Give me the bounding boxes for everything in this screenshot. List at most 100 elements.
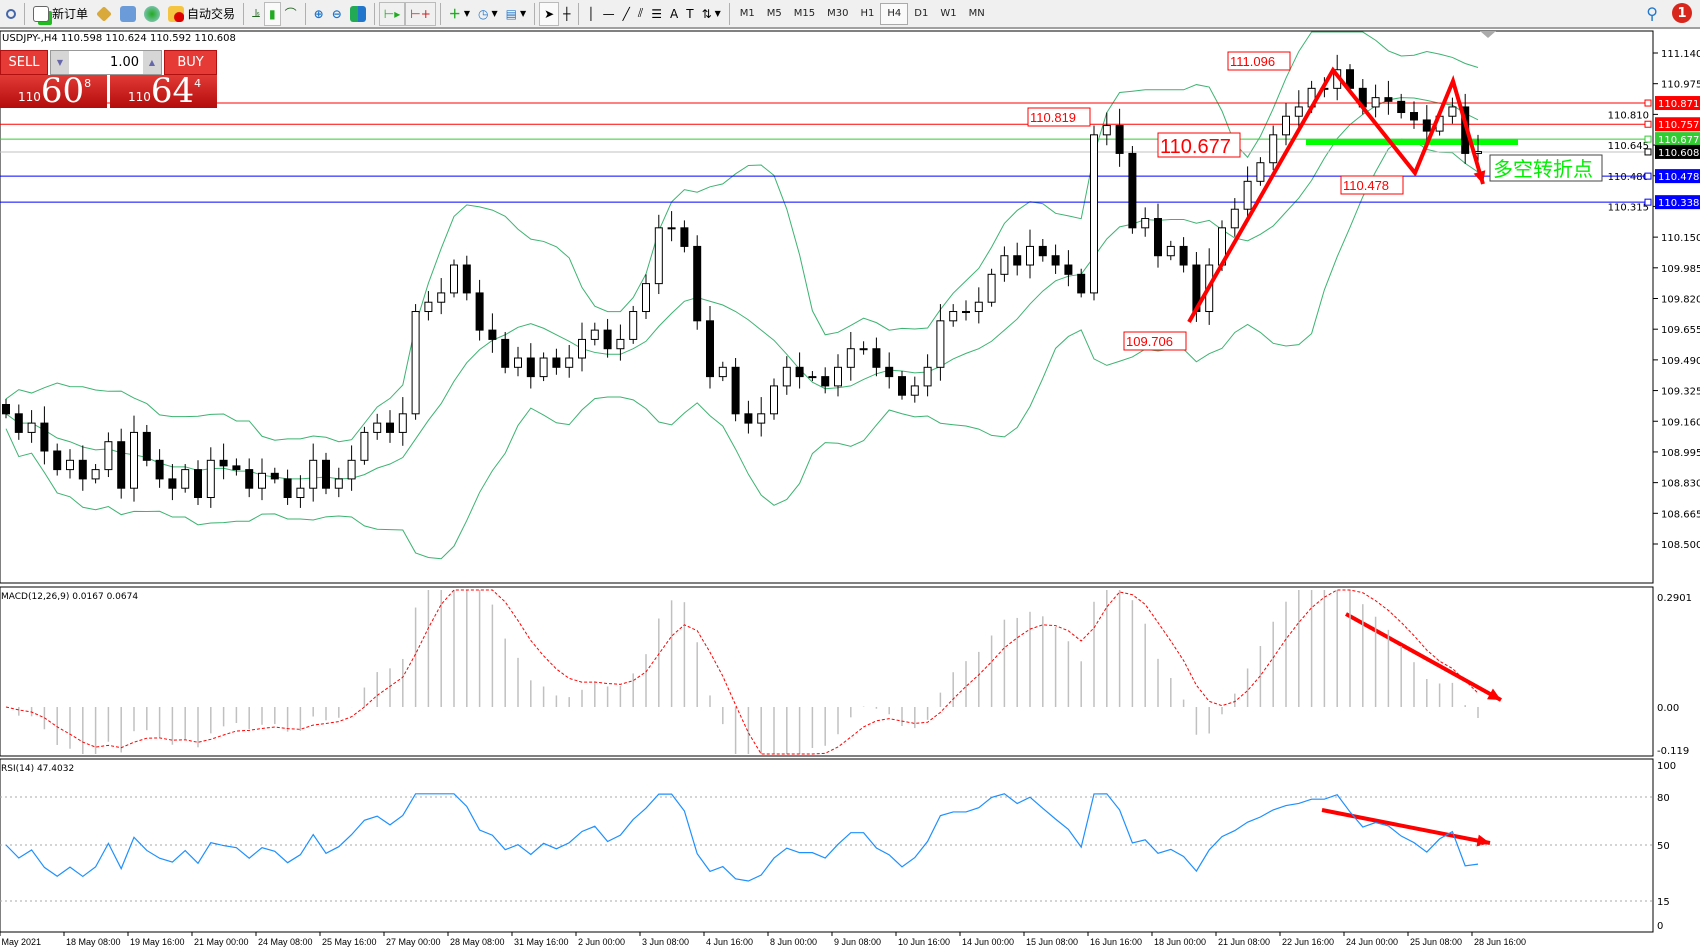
- symbol-info: USDJPY-,H4 110.598 110.624 110.592 110.6…: [2, 33, 236, 44]
- candle: [1179, 245, 1188, 266]
- tile-windows-button[interactable]: [346, 2, 370, 26]
- signals-button[interactable]: [140, 2, 164, 26]
- candle: [1294, 106, 1303, 117]
- candle: [40, 422, 49, 452]
- line-chart-button[interactable]: ⌒: [281, 2, 301, 26]
- time-label: 8 Jun 00:00: [770, 937, 817, 947]
- time-label: 28 May 08:00: [450, 937, 505, 947]
- crosshair-button[interactable]: ┼: [559, 2, 574, 26]
- indicators-button[interactable]: ＋ ▼: [445, 2, 474, 26]
- time-label: 18 May 08:00: [66, 937, 121, 947]
- timeframe-m5[interactable]: M5: [766, 8, 782, 19]
- candle: [194, 469, 202, 499]
- periods-button[interactable]: ◷ ▼: [474, 2, 502, 26]
- timeframe-mn[interactable]: MN: [968, 8, 985, 19]
- text-button[interactable]: A: [666, 2, 682, 26]
- sell-price-big: 60: [40, 71, 85, 111]
- chart-shift-marker: [1480, 31, 1496, 38]
- lot-input[interactable]: [69, 51, 143, 74]
- candle: [411, 311, 420, 415]
- lot-increase-button[interactable]: ▲: [143, 51, 161, 74]
- timeframe-bar: M1 M5 M15 M30 H1 H4 D1 W1 MN: [734, 2, 991, 25]
- candlestick-button[interactable]: ▮: [264, 1, 281, 26]
- book-icon: [120, 5, 137, 22]
- price-line-label-bg: [1655, 117, 1700, 132]
- macd-tick-label: -0.119: [1657, 746, 1689, 757]
- candle: [770, 385, 778, 415]
- horizontal-line-button[interactable]: —: [599, 2, 619, 26]
- divider: [534, 2, 536, 25]
- candle: [373, 422, 382, 433]
- price-line-label: 110.871: [1658, 99, 1699, 110]
- fibonacci-button[interactable]: ☰: [647, 2, 666, 26]
- bollinger-middle: [5, 97, 1479, 480]
- candle: [1154, 218, 1162, 257]
- candle: [270, 472, 279, 480]
- candle: [526, 357, 535, 378]
- navigator-button[interactable]: [116, 2, 140, 26]
- timeframe-m1[interactable]: M1: [739, 8, 755, 19]
- candle: [936, 320, 945, 368]
- text-label-button[interactable]: T: [682, 2, 697, 26]
- cursor-button[interactable]: ➤: [539, 1, 560, 26]
- price-tick-label: 108.830: [1661, 479, 1700, 490]
- toolbar: 新订单 自动交易 ⫡ ▮ ⌒ ⊕ ⊖ ⊢▸ ⊢+ ＋ ▼ ◷ ▼ ▤ ▼ ➤ ┼ │ …: [0, 0, 1700, 29]
- rsi-tick-label: 80: [1657, 793, 1670, 804]
- auto-trading-button[interactable]: 自动交易: [164, 2, 239, 26]
- green-zone-marker: [1306, 139, 1518, 145]
- candle: [219, 459, 228, 467]
- add-indicator-icon: ＋: [448, 7, 461, 21]
- candle: [1102, 125, 1111, 136]
- chart-shift-button[interactable]: ⊢+: [405, 1, 436, 26]
- zoom-search-button[interactable]: [2, 2, 20, 26]
- arrows-button[interactable]: ⇅ ▼: [698, 2, 725, 26]
- candle: [923, 366, 932, 387]
- timeframe-d1[interactable]: D1: [914, 8, 929, 19]
- auto-scroll-button[interactable]: ⊢▸: [378, 1, 406, 26]
- buy-price-pip: 4: [194, 77, 202, 90]
- candle: [475, 292, 484, 331]
- notification-badge[interactable]: 1: [1672, 3, 1692, 23]
- candle: [117, 441, 126, 489]
- trendline-icon: ╱: [622, 6, 630, 21]
- trendline-button[interactable]: ╱: [619, 2, 634, 26]
- candle: [78, 459, 87, 480]
- channel-button[interactable]: ⫽: [634, 2, 647, 26]
- main-panel-frame: [0, 30, 1654, 584]
- time-label: 21 May 00:00: [194, 937, 249, 947]
- lot-decrease-button[interactable]: ▼: [51, 51, 69, 74]
- divider: [373, 2, 375, 25]
- line-chart-icon: ⌒: [284, 7, 297, 21]
- zoom-out-button[interactable]: ⊖: [328, 2, 346, 26]
- timeframe-h4[interactable]: H4: [880, 2, 909, 25]
- divider: [439, 2, 441, 25]
- candle: [1166, 245, 1175, 257]
- zigzag-arrow-head: [1473, 170, 1486, 184]
- bar-chart-button[interactable]: ⫡: [248, 2, 264, 26]
- zoom-in-button[interactable]: ⊕: [310, 2, 328, 26]
- macd-tick-label: 0.00: [1657, 703, 1679, 714]
- timeframe-h1[interactable]: H1: [860, 8, 875, 19]
- sell-price-pip: 8: [84, 77, 92, 90]
- price-tick-label: 109.985: [1661, 264, 1700, 275]
- sell-price[interactable]: 110 60 8: [0, 71, 107, 111]
- candle: [834, 366, 842, 387]
- search-icon[interactable]: ⚲: [1646, 3, 1658, 23]
- candle: [821, 376, 830, 387]
- templates-button[interactable]: ▤ ▼: [502, 2, 531, 26]
- timeframe-w1[interactable]: W1: [940, 8, 957, 19]
- timeframe-m30[interactable]: M30: [827, 8, 849, 19]
- buy-price[interactable]: 110 64 4: [110, 74, 217, 108]
- buy-button[interactable]: BUY: [164, 50, 217, 75]
- timeframe-m15[interactable]: M15: [793, 8, 816, 19]
- time-label: 31 May 16:00: [514, 937, 569, 947]
- sell-button[interactable]: SELL: [0, 50, 48, 75]
- rsi-divergence-arrow-head: [1476, 834, 1490, 847]
- vertical-line-button[interactable]: │: [583, 2, 598, 26]
- candle: [360, 431, 369, 461]
- candle: [142, 431, 151, 461]
- line-handle: [1644, 135, 1652, 143]
- price-tick-label: 111.140: [1661, 49, 1700, 60]
- new-order-button[interactable]: 新订单: [29, 2, 92, 26]
